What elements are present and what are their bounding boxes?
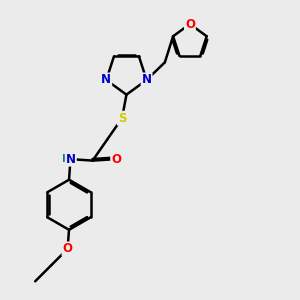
Text: N: N [142, 74, 152, 86]
Text: O: O [185, 18, 195, 31]
Text: O: O [111, 153, 121, 166]
Text: S: S [118, 112, 126, 125]
Text: N: N [101, 74, 111, 86]
Text: O: O [63, 242, 73, 255]
Text: N: N [66, 153, 76, 166]
Text: H: H [62, 154, 70, 164]
